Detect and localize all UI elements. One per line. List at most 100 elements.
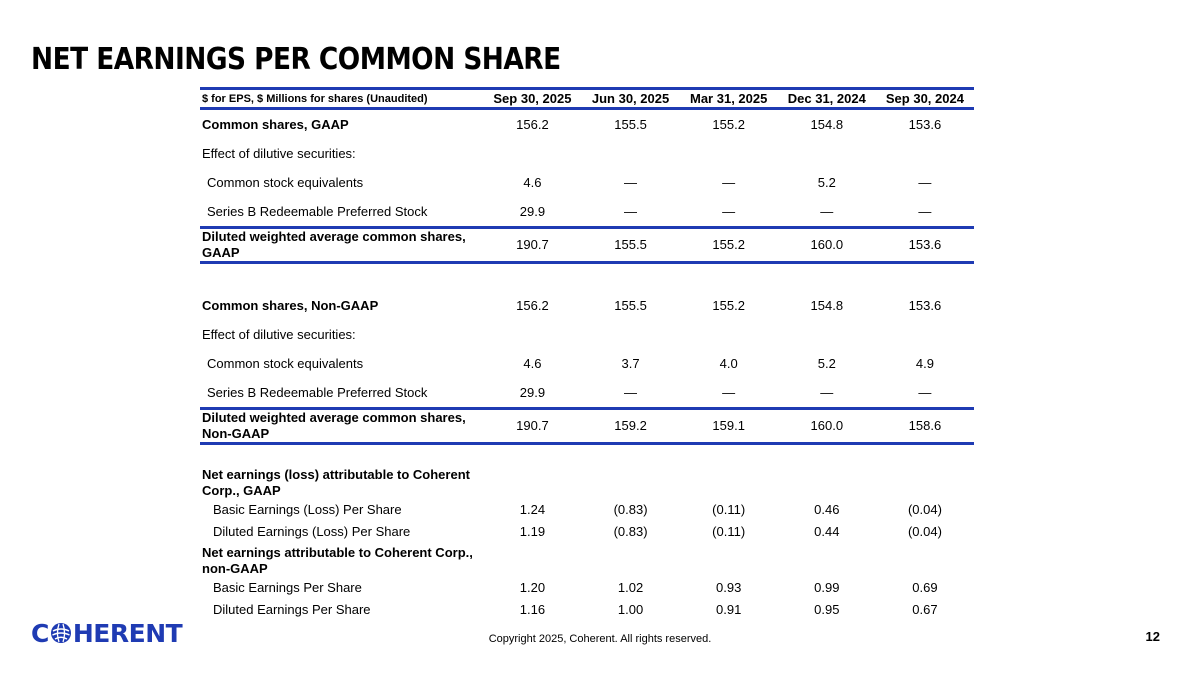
table-row-gaap-common: Common shares, GAAP 156.2 155.5 155.2 15… — [200, 109, 974, 140]
row-label: Common shares, Non-GAAP — [202, 297, 379, 313]
table-header-label: $ for EPS, $ Millions for shares (Unaudi… — [200, 87, 484, 110]
table-cell: 1.16 — [519, 602, 546, 617]
table-cell: — — [918, 384, 932, 400]
table-row-eps-gaap-header: Net earnings (loss) attributable to Cohe… — [200, 465, 974, 499]
table-cell: — — [918, 174, 932, 190]
table-row-nongaap-equiv: Common stock equivalents 4.6 3.7 4.0 5.2… — [200, 349, 974, 378]
table-cell: 0.67 — [912, 602, 938, 617]
table-row-eps-gaap-diluted: Diluted Earnings (Loss) Per Share 1.19 (… — [200, 521, 974, 543]
table-cell: — — [722, 384, 736, 400]
table-cell: 190.7 — [483, 226, 582, 264]
table-cell: 160.0 — [777, 407, 876, 445]
table-cell: (0.83) — [613, 524, 648, 539]
table-cell: 5.2 — [817, 174, 836, 190]
table-cell: 0.46 — [814, 502, 840, 517]
table-cell: (0.11) — [712, 502, 746, 517]
table-cell: 155.5 — [581, 226, 680, 264]
table-cell: 29.9 — [519, 384, 546, 400]
row-label: Common shares, GAAP — [202, 116, 349, 132]
table-row-eps-nongaap-diluted: Diluted Earnings Per Share 1.16 1.00 0.9… — [200, 599, 974, 621]
row-label: Common stock equivalents — [207, 174, 364, 190]
row-label: Common stock equivalents — [207, 355, 364, 371]
table-cell: 4.0 — [719, 355, 738, 371]
table-cell: 4.6 — [523, 174, 542, 190]
table-cell: 155.2 — [712, 116, 745, 132]
logo-text-prefix: C — [31, 618, 49, 648]
table-cell: — — [722, 174, 736, 190]
table-cell: — — [624, 384, 638, 400]
table-cell: 154.8 — [810, 297, 844, 313]
row-label: Diluted Earnings Per Share — [213, 602, 371, 617]
row-label: Diluted weighted average common shares, … — [200, 226, 484, 264]
table-cell: (0.11) — [712, 524, 746, 539]
table-cell: 1.20 — [519, 580, 546, 595]
table-cell: 5.2 — [817, 355, 836, 371]
table-cell: 155.5 — [614, 297, 647, 313]
row-label: Basic Earnings Per Share — [213, 580, 362, 595]
table-cell: — — [624, 174, 638, 190]
table-cell: 155.2 — [712, 297, 745, 313]
table-cell: 0.44 — [814, 524, 840, 539]
page-number: 12 — [1145, 629, 1160, 644]
table-cell: 159.2 — [581, 407, 680, 445]
table-cell: 155.5 — [614, 116, 647, 132]
coherent-logo: C HERENT — [31, 618, 183, 648]
column-header: Sep 30, 2025 — [483, 87, 582, 110]
row-label: Effect of dilutive securities: — [202, 145, 356, 161]
table-cell: — — [624, 203, 638, 219]
table-cell: (0.04) — [907, 524, 942, 539]
table-cell: 1.24 — [519, 502, 546, 517]
table-cell: 160.0 — [777, 226, 876, 264]
table-row-eps-gaap-basic: Basic Earnings (Loss) Per Share 1.24 (0.… — [200, 499, 974, 521]
table-cell: (0.83) — [613, 502, 648, 517]
table-cell: (0.04) — [907, 502, 942, 517]
table-cell: 153.6 — [875, 226, 974, 264]
eps-table-container: $ for EPS, $ Millions for shares (Unaudi… — [200, 87, 974, 621]
table-row-eps-nongaap-basic: Basic Earnings Per Share 1.20 1.02 0.93 … — [200, 577, 974, 599]
column-header: Dec 31, 2024 — [777, 87, 876, 110]
row-label: Diluted Earnings (Loss) Per Share — [213, 524, 411, 539]
row-label: Diluted weighted average common shares, … — [200, 407, 484, 445]
table-row-nongaap-effect: Effect of dilutive securities: — [200, 320, 974, 349]
globe-icon — [50, 623, 71, 643]
table-cell: 155.2 — [679, 226, 778, 264]
table-row-nongaap-diluted: Diluted weighted average common shares, … — [200, 407, 974, 445]
table-row-nongaap-common: Common shares, Non-GAAP 156.2 155.5 155.… — [200, 291, 974, 320]
table-row-eps-nongaap-header: Net earnings attributable to Coherent Co… — [200, 543, 974, 577]
column-header: Mar 31, 2025 — [679, 87, 778, 110]
row-label: Series B Redeemable Preferred Stock — [207, 203, 428, 219]
page-title: NET EARNINGS PER COMMON SHARE — [31, 42, 561, 77]
table-cell: 4.6 — [523, 355, 542, 371]
logo-text-suffix: HERENT — [72, 618, 183, 648]
table-cell: 1.19 — [519, 524, 546, 539]
column-header: Sep 30, 2024 — [875, 87, 974, 110]
table-cell: — — [722, 203, 736, 219]
table-cell: — — [820, 384, 834, 400]
table-cell: 0.69 — [912, 580, 938, 595]
table-cell: 190.7 — [483, 407, 582, 445]
section-header: Net earnings (loss) attributable to Cohe… — [202, 467, 470, 498]
table-row-gaap-equiv: Common stock equivalents 4.6 — — 5.2 — — [200, 168, 974, 197]
table-cell: 0.93 — [716, 580, 742, 595]
table-spacer — [200, 444, 974, 466]
table-cell: — — [918, 203, 932, 219]
table-cell: 158.6 — [875, 407, 974, 445]
table-cell: 159.1 — [679, 407, 778, 445]
table-spacer — [200, 263, 974, 292]
table-cell: 1.02 — [617, 580, 644, 595]
row-label: Basic Earnings (Loss) Per Share — [213, 502, 402, 517]
eps-table: $ for EPS, $ Millions for shares (Unaudi… — [200, 87, 974, 621]
table-cell: — — [820, 203, 834, 219]
table-cell: 153.6 — [908, 297, 942, 313]
row-label: Effect of dilutive securities: — [202, 326, 356, 342]
table-cell: 153.6 — [908, 116, 942, 132]
table-row-gaap-diluted: Diluted weighted average common shares, … — [200, 226, 974, 264]
column-header: Jun 30, 2025 — [581, 87, 680, 110]
table-cell: 154.8 — [810, 116, 844, 132]
table-cell: 0.99 — [814, 580, 840, 595]
table-cell: 3.7 — [621, 355, 640, 371]
row-label: Series B Redeemable Preferred Stock — [207, 384, 428, 400]
table-header-row: $ for EPS, $ Millions for shares (Unaudi… — [200, 87, 974, 110]
table-cell: 156.2 — [516, 297, 549, 313]
section-header: Net earnings attributable to Coherent Co… — [202, 545, 473, 576]
